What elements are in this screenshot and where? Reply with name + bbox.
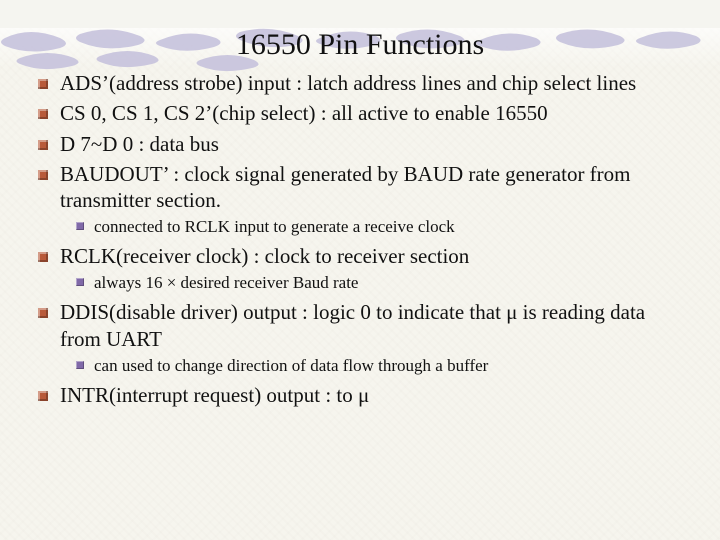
list-item: CS 0, CS 1, CS 2’(chip select) : all act…	[60, 100, 690, 126]
bullet-text: always 16 × desired receiver Baud rate	[94, 273, 358, 292]
bullet-text: connected to RCLK input to generate a re…	[94, 217, 455, 236]
bullet-text: can used to change direction of data flo…	[94, 356, 488, 375]
bullet-text: ADS’(address strobe) input : latch addre…	[60, 71, 636, 95]
sub-bullet-list: connected to RCLK input to generate a re…	[60, 216, 690, 239]
bullet-text: INTR(interrupt request) output : to μ	[60, 383, 369, 407]
list-item: ADS’(address strobe) input : latch addre…	[60, 70, 690, 96]
list-item: DDIS(disable driver) output : logic 0 to…	[60, 299, 690, 377]
list-item: INTR(interrupt request) output : to μ	[60, 382, 690, 408]
sub-bullet-list: can used to change direction of data flo…	[60, 355, 690, 378]
list-item: always 16 × desired receiver Baud rate	[94, 272, 690, 295]
list-item: can used to change direction of data flo…	[94, 355, 690, 378]
sub-bullet-list: always 16 × desired receiver Baud rate	[60, 272, 690, 295]
list-item: D 7~D 0 : data bus	[60, 131, 690, 157]
bullet-text: D 7~D 0 : data bus	[60, 132, 219, 156]
list-item: connected to RCLK input to generate a re…	[94, 216, 690, 239]
bullet-text: CS 0, CS 1, CS 2’(chip select) : all act…	[60, 101, 548, 125]
list-item: BAUDOUT’ : clock signal generated by BAU…	[60, 161, 690, 239]
bullet-text: BAUDOUT’ : clock signal generated by BAU…	[60, 162, 631, 212]
slide-title: 16550 Pin Functions	[0, 28, 720, 62]
bullet-list: ADS’(address strobe) input : latch addre…	[30, 70, 690, 408]
slide-body: ADS’(address strobe) input : latch addre…	[30, 70, 690, 408]
list-item: RCLK(receiver clock) : clock to receiver…	[60, 243, 690, 295]
bullet-text: RCLK(receiver clock) : clock to receiver…	[60, 244, 469, 268]
bullet-text: DDIS(disable driver) output : logic 0 to…	[60, 300, 645, 350]
